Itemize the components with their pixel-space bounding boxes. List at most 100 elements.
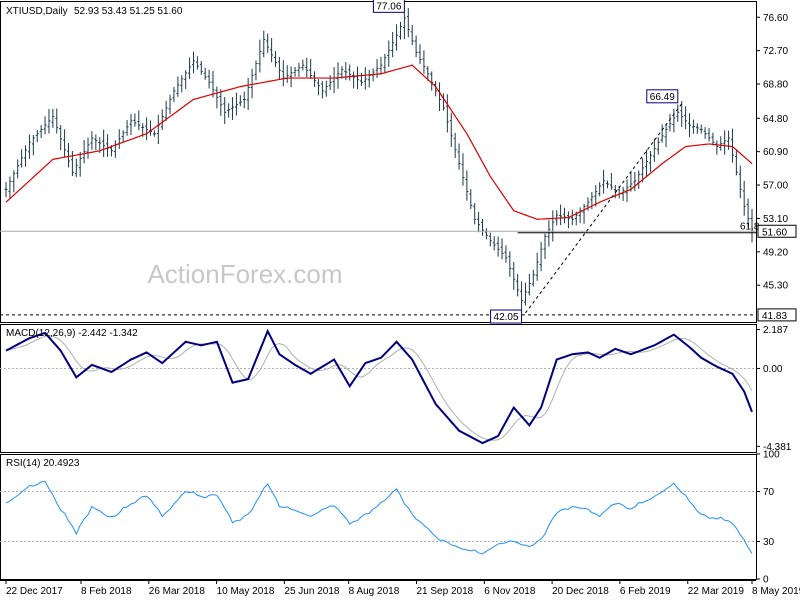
fib-label: 61.8 bbox=[740, 221, 760, 232]
price-bar bbox=[301, 59, 305, 71]
x-tick-label: 10 May 2018 bbox=[217, 586, 275, 597]
price-bar bbox=[90, 131, 94, 150]
price-bar bbox=[551, 210, 555, 242]
price-bar bbox=[223, 96, 227, 124]
price-bar bbox=[719, 136, 723, 151]
price-bar bbox=[688, 113, 692, 138]
price-bar bbox=[406, 8, 410, 38]
price-bar bbox=[703, 127, 707, 139]
price-bar bbox=[348, 64, 352, 81]
price-bar bbox=[137, 110, 141, 131]
price-bar bbox=[172, 87, 176, 103]
price-bar bbox=[246, 77, 250, 110]
x-tick-label: 6 Nov 2018 bbox=[484, 586, 536, 597]
price-bar bbox=[359, 72, 363, 87]
price-bar bbox=[102, 129, 106, 157]
price-bar bbox=[723, 130, 727, 155]
price-y-tick: 76.60 bbox=[763, 13, 788, 24]
price-bar bbox=[492, 236, 496, 251]
price-bar bbox=[672, 108, 676, 133]
price-bar bbox=[664, 123, 668, 148]
price-bar bbox=[418, 44, 422, 65]
price-bar bbox=[66, 143, 70, 168]
price-bar bbox=[242, 91, 246, 109]
price-bar bbox=[676, 104, 680, 122]
x-tick-label: 25 Jun 2018 bbox=[284, 586, 339, 597]
price-bar bbox=[297, 62, 301, 77]
price-bar bbox=[328, 75, 332, 91]
price-bar bbox=[320, 81, 324, 99]
price-bar bbox=[656, 137, 660, 155]
price-bar bbox=[31, 134, 35, 156]
moving-average-line bbox=[5, 64, 753, 220]
price-bar bbox=[547, 220, 551, 247]
price-bar bbox=[734, 149, 738, 176]
price-bar bbox=[195, 56, 199, 70]
rsi-series bbox=[0, 480, 756, 555]
price-bar bbox=[395, 24, 399, 51]
price-bar bbox=[563, 207, 567, 224]
price-bar bbox=[523, 282, 527, 306]
price-bar bbox=[410, 24, 414, 45]
price-bar bbox=[133, 113, 137, 127]
price-bar bbox=[149, 120, 153, 136]
macd-panel-title: MACD(12,26,9) -2.442 -1.342 bbox=[6, 328, 138, 339]
price-bar bbox=[465, 170, 469, 201]
price-y-tick: 64.80 bbox=[763, 114, 788, 125]
price-bar bbox=[715, 140, 719, 155]
price-bar bbox=[367, 69, 371, 88]
price-bar bbox=[336, 62, 340, 89]
price-bar bbox=[602, 170, 606, 194]
price-bar bbox=[20, 149, 24, 168]
price-bar bbox=[51, 108, 55, 128]
price-bar bbox=[47, 108, 51, 134]
price-bar bbox=[55, 108, 59, 134]
price-bar bbox=[231, 97, 235, 120]
x-tick-label: 26 Mar 2018 bbox=[149, 586, 206, 597]
price-bar bbox=[383, 53, 387, 74]
current-price-tag: 51.60 bbox=[757, 224, 797, 238]
price-bar bbox=[113, 140, 117, 158]
x-tick-label: 8 Feb 2018 bbox=[81, 586, 132, 597]
rsi-y-tick: 70 bbox=[763, 487, 775, 498]
annotation-label: 42.05 bbox=[494, 312, 519, 323]
price-bar bbox=[227, 103, 231, 118]
panel-frame-2 bbox=[0, 454, 757, 580]
annotation-label: 66.49 bbox=[650, 92, 675, 103]
macd-y-tick: 2.187 bbox=[763, 325, 788, 336]
price-bar bbox=[8, 176, 12, 199]
price-lines: 77.06 42.05 66.49 61.8 bbox=[0, 0, 760, 324]
price-bar bbox=[543, 233, 547, 259]
price-bar bbox=[527, 273, 531, 296]
price-bar bbox=[727, 130, 731, 150]
price-bar bbox=[453, 132, 457, 159]
price-bar bbox=[59, 125, 63, 151]
moving-average bbox=[5, 64, 753, 220]
price-bar bbox=[691, 119, 695, 134]
price-bar bbox=[207, 69, 211, 89]
macd-series bbox=[0, 328, 756, 445]
price-bar bbox=[203, 67, 207, 80]
price-bar bbox=[645, 149, 649, 178]
price-bar bbox=[539, 241, 543, 272]
macd-y-tick: -4.381 bbox=[763, 442, 792, 453]
price-bar bbox=[188, 57, 192, 79]
price-bar bbox=[106, 134, 110, 157]
price-bar bbox=[484, 228, 488, 240]
price-bar bbox=[277, 57, 281, 80]
price-bar bbox=[504, 245, 508, 263]
price-bar bbox=[117, 129, 121, 149]
price-bar bbox=[63, 129, 67, 157]
panel-frames bbox=[0, 1, 757, 581]
price-bar bbox=[516, 273, 520, 297]
x-tick-label: 6 Feb 2019 bbox=[620, 586, 671, 597]
x-tick-label: 22 Mar 2019 bbox=[688, 586, 745, 597]
price-y-tick: 45.30 bbox=[763, 281, 788, 292]
price-bar bbox=[742, 180, 746, 216]
price-bar bbox=[160, 109, 164, 130]
price-bar bbox=[387, 40, 391, 67]
price-bar bbox=[313, 71, 317, 87]
price-bar bbox=[629, 172, 633, 192]
price-bar bbox=[266, 33, 270, 53]
